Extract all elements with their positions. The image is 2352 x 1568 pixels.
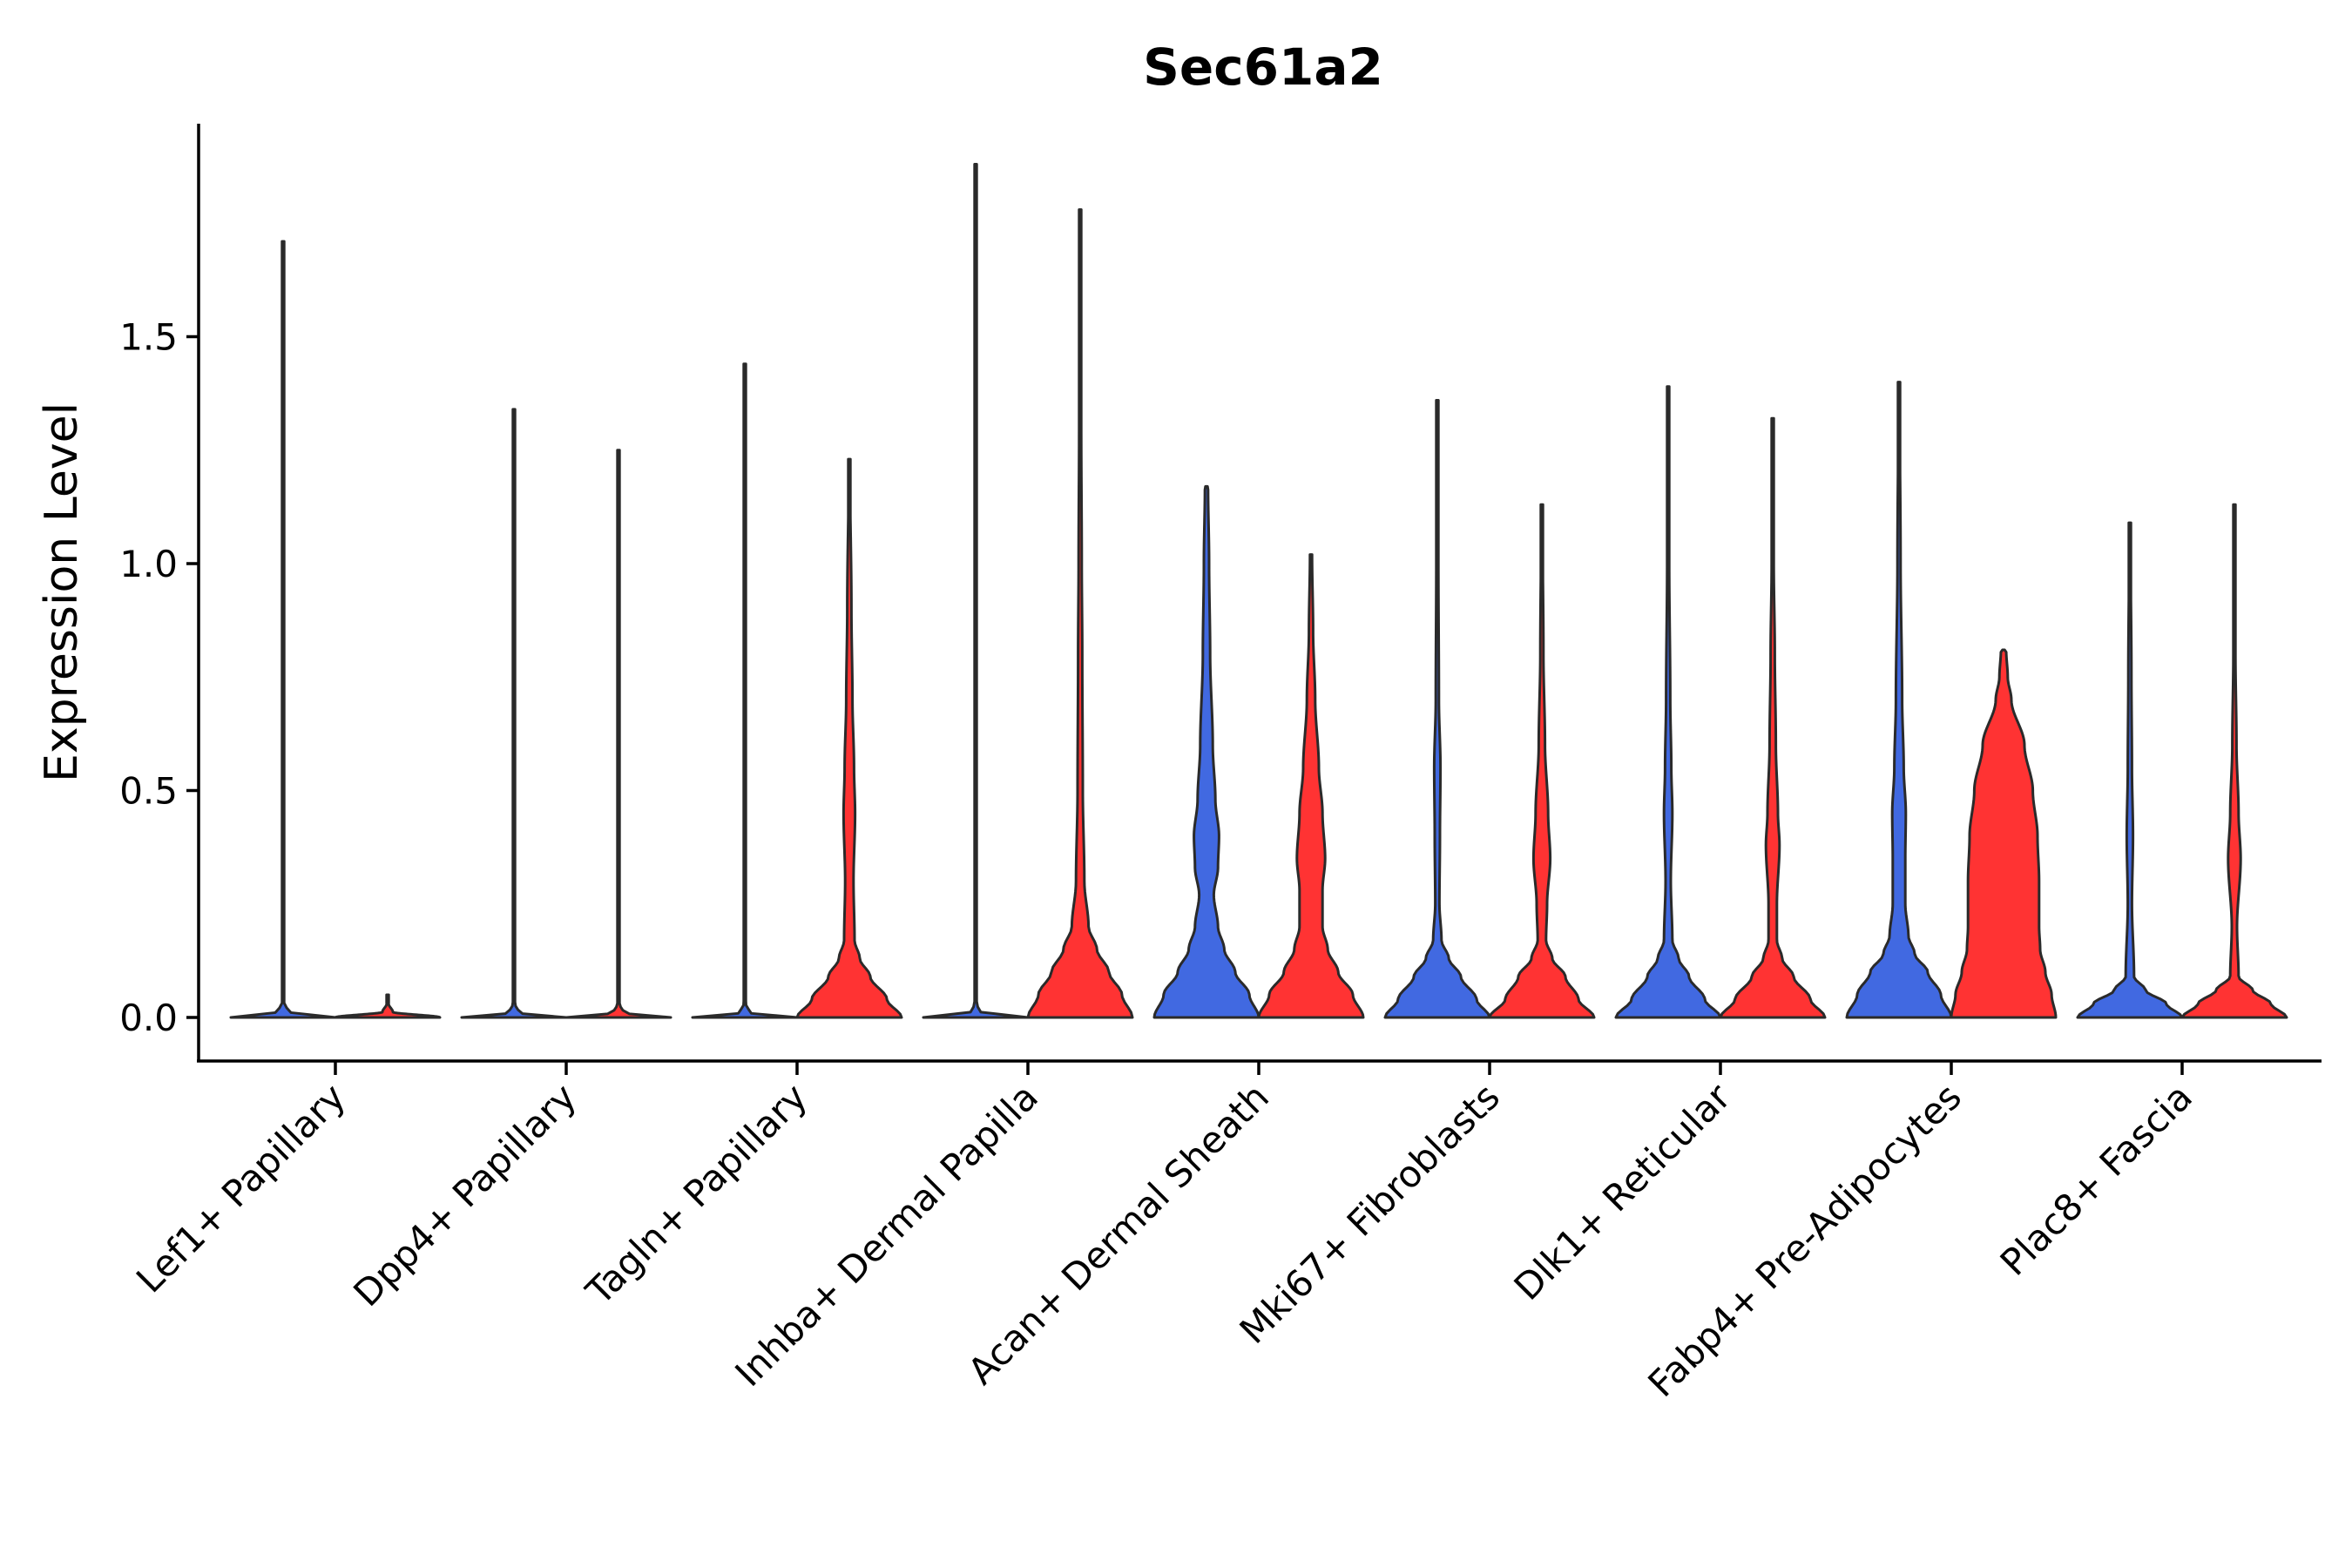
violin-layer xyxy=(229,163,2288,1019)
violin-right-5 xyxy=(1488,503,1596,1019)
violin-left-6 xyxy=(1614,385,1722,1019)
violin-left-8 xyxy=(2076,521,2184,1019)
x-tick-label: Dpp4+ Papillary xyxy=(345,1075,585,1315)
x-tick-label: Lef1+ Papillary xyxy=(128,1075,354,1301)
violin-right-3 xyxy=(1026,208,1134,1019)
violin-right-7 xyxy=(1950,648,2058,1019)
violin-left-3 xyxy=(922,163,1030,1019)
x-tick-label: Tagln+ Papillary xyxy=(578,1075,815,1313)
x-tick-label: Plac8+ Fascia xyxy=(1992,1075,2200,1283)
y-tick-label: 1.0 xyxy=(119,543,178,585)
chart-title: Sec61a2 xyxy=(1143,37,1383,97)
y-tick-label: 1.5 xyxy=(119,316,178,359)
y-tick-label: 0.5 xyxy=(119,770,178,813)
violin-right-0 xyxy=(334,993,442,1019)
violin-right-2 xyxy=(795,457,903,1019)
violin-left-0 xyxy=(229,240,337,1019)
violin-right-4 xyxy=(1257,553,1365,1019)
violin-right-6 xyxy=(1719,416,1827,1019)
violin-left-1 xyxy=(460,408,568,1019)
violin-left-5 xyxy=(1383,398,1491,1019)
violin-right-1 xyxy=(564,449,672,1019)
x-tick-label: Mki67+ Fibroblasts xyxy=(1232,1075,1508,1351)
violin-left-4 xyxy=(1152,484,1260,1019)
violin-left-2 xyxy=(691,362,799,1019)
y-ticks: 0.0 0.5 1.0 1.5 xyxy=(119,316,199,1039)
violin-left-7 xyxy=(1845,381,1953,1019)
violin-right-8 xyxy=(2180,503,2288,1019)
y-tick-label: 0.0 xyxy=(119,997,178,1039)
x-tick-label: Dlk1+ Reticular xyxy=(1506,1075,1740,1308)
y-axis-label: Expression Level xyxy=(36,402,88,782)
